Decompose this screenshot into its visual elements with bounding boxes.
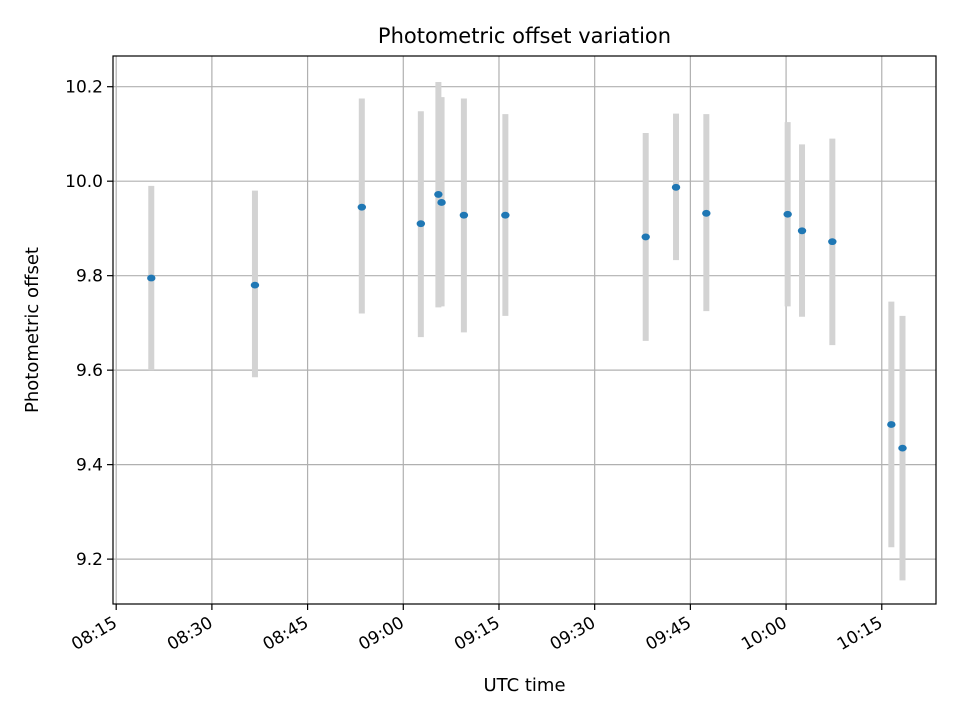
- data-point: [783, 210, 792, 218]
- y-tick-label: 10.0: [65, 172, 103, 192]
- y-tick-label: 9.2: [76, 550, 103, 570]
- x-axis-label: UTC time: [483, 675, 565, 696]
- data-point: [641, 233, 650, 241]
- y-tick-label: 9.6: [76, 361, 103, 381]
- y-tick-label: 9.8: [76, 267, 103, 287]
- y-tick-label: 9.4: [76, 456, 103, 476]
- data-point: [434, 191, 443, 198]
- data-point: [147, 274, 156, 282]
- data-point: [250, 281, 260, 289]
- data-point: [459, 211, 469, 219]
- grid-lines: [113, 56, 936, 604]
- data-points: [147, 183, 907, 452]
- data-point: [501, 211, 510, 219]
- y-tick-label: 10.2: [65, 78, 103, 98]
- data-point: [898, 444, 907, 452]
- data-point: [437, 199, 446, 206]
- y-axis-label: Photometric offset: [22, 247, 43, 413]
- data-point: [887, 421, 896, 428]
- data-point: [357, 203, 367, 211]
- data-point: [702, 209, 711, 217]
- data-point: [671, 183, 681, 191]
- data-point: [797, 227, 807, 235]
- chart-title: Photometric offset variation: [378, 24, 671, 48]
- data-point: [828, 238, 837, 246]
- data-point: [416, 220, 426, 228]
- plot-frame: [112, 55, 937, 605]
- y-axis-ticks: 9.2 9.4 9.6 9.8 10.0 10.2: [65, 78, 113, 570]
